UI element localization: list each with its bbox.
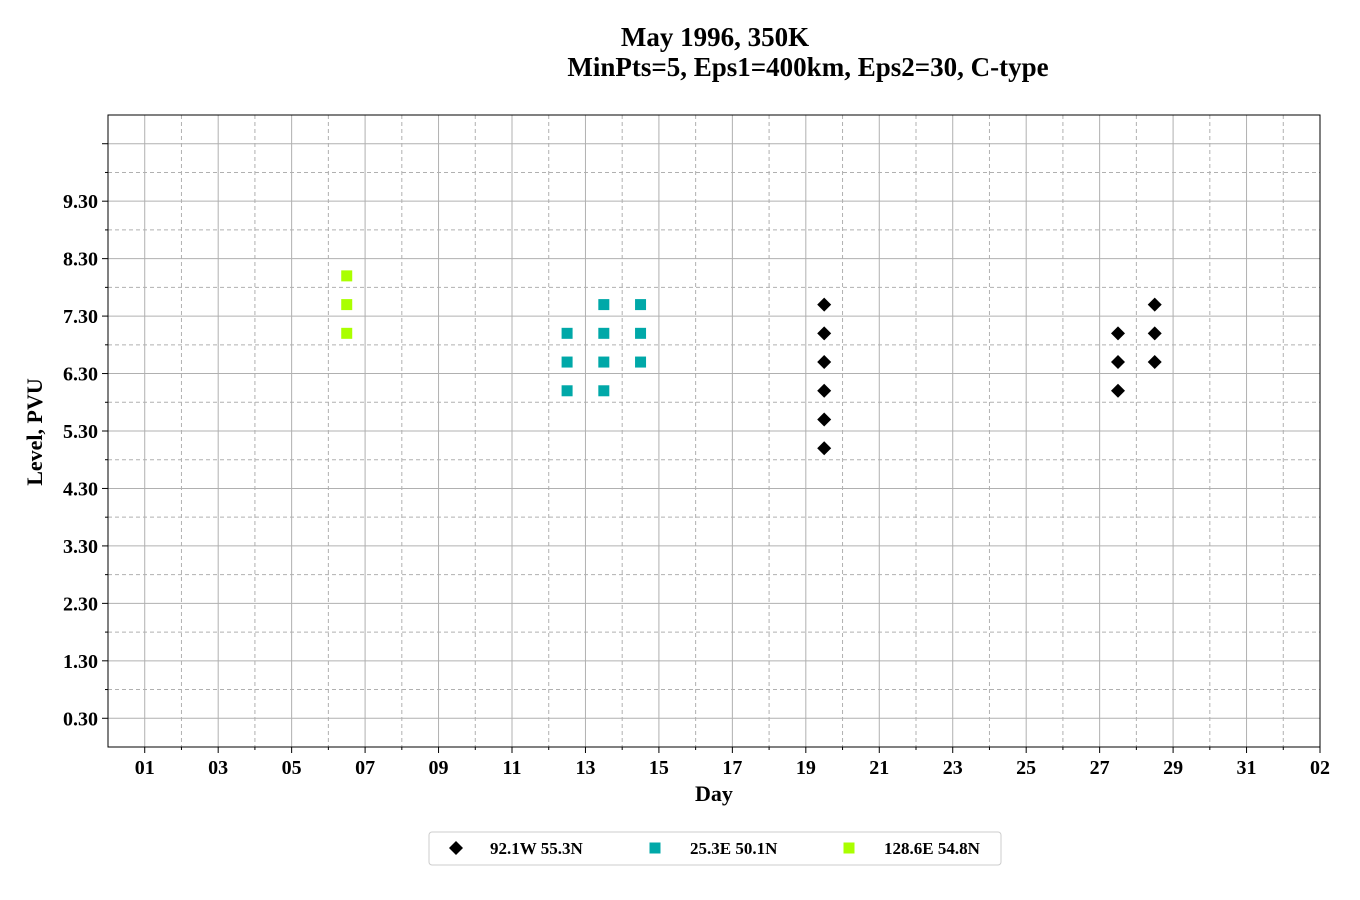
x-tick-label: 07 — [355, 757, 375, 779]
x-tick-label: 23 — [943, 757, 963, 779]
series-1 — [817, 297, 1162, 456]
legend-marker — [649, 842, 661, 854]
data-point — [561, 385, 573, 397]
legend-entry-label: 92.1W 55.3N — [490, 839, 583, 858]
data-point — [635, 327, 647, 339]
series-3 — [341, 270, 353, 339]
x-axis-label: Day — [695, 781, 733, 806]
x-tick-label: 11 — [503, 757, 522, 779]
legend-entry-label: 25.3E 50.1N — [690, 839, 778, 858]
data-point — [635, 299, 647, 311]
y-tick-label: 9.30 — [63, 191, 98, 213]
data-point — [1147, 326, 1162, 341]
data-point — [341, 299, 353, 311]
y-tick-label: 1.30 — [63, 651, 98, 673]
y-axis-label: Level, PVU — [22, 378, 47, 486]
data-point — [817, 383, 832, 398]
data-point — [817, 297, 832, 312]
data-point — [1111, 326, 1125, 341]
y-tick-label: 5.30 — [63, 421, 98, 443]
x-tick-label: 05 — [282, 757, 302, 779]
x-tick-label: 03 — [208, 757, 228, 779]
x-tick-label: 19 — [796, 757, 816, 779]
y-tick-label: 4.30 — [63, 478, 98, 500]
chart-subtitle: MinPts=5, Eps1=400km, Eps2=30, C-type — [567, 52, 1048, 82]
data-point — [341, 270, 353, 282]
x-tick-label: 15 — [649, 757, 669, 779]
x-tick-label: 02 — [1310, 757, 1330, 779]
x-tick-label: 27 — [1090, 757, 1110, 779]
x-tick-label: 13 — [575, 757, 595, 779]
y-tick-label: 8.30 — [63, 249, 98, 271]
axis-ticks: 01 03 05 07 09 11 13 15 17 19 21 23 25 27 29 31 02 0.30 1.… — [63, 143, 1330, 779]
y-tick-label: 3.30 — [63, 536, 98, 558]
data-point — [598, 356, 610, 368]
series-2 — [561, 299, 647, 397]
x-tick-label: 17 — [722, 757, 742, 779]
data-point — [817, 441, 832, 456]
y-tick-label: 7.30 — [63, 306, 98, 328]
data-point — [1111, 355, 1125, 370]
data-point — [1147, 297, 1162, 312]
data-point — [598, 299, 610, 311]
data-point — [817, 355, 832, 370]
data-point — [1147, 355, 1162, 370]
data-point — [635, 356, 647, 368]
grid — [108, 115, 1320, 747]
x-tick-label: 01 — [135, 757, 155, 779]
x-tick-label: 09 — [429, 757, 449, 779]
x-tick-label: 25 — [1016, 757, 1036, 779]
data-point — [817, 412, 832, 427]
data-point — [817, 326, 832, 341]
data-point — [341, 327, 353, 339]
x-tick-label: 29 — [1163, 757, 1183, 779]
y-tick-label: 6.30 — [63, 364, 98, 386]
x-tick-label: 21 — [869, 757, 889, 779]
data-point — [561, 327, 573, 339]
data-point — [598, 385, 610, 397]
data-point — [598, 327, 610, 339]
y-tick-label: 2.30 — [63, 593, 98, 615]
legend-marker — [843, 842, 855, 854]
x-tick-label: 31 — [1237, 757, 1257, 779]
data-points — [341, 270, 1162, 456]
legend: 92.1W 55.3N 25.3E 50.1N 128.6E 54.8N — [428, 831, 1002, 866]
legend-box — [428, 831, 1002, 866]
legend-entry-label: 128.6E 54.8N — [884, 839, 981, 858]
legend-marker — [449, 841, 463, 855]
chart-title: May 1996, 350K — [621, 22, 809, 52]
data-point — [1111, 383, 1125, 398]
y-tick-label: 0.30 — [63, 708, 98, 730]
data-point — [561, 356, 573, 368]
